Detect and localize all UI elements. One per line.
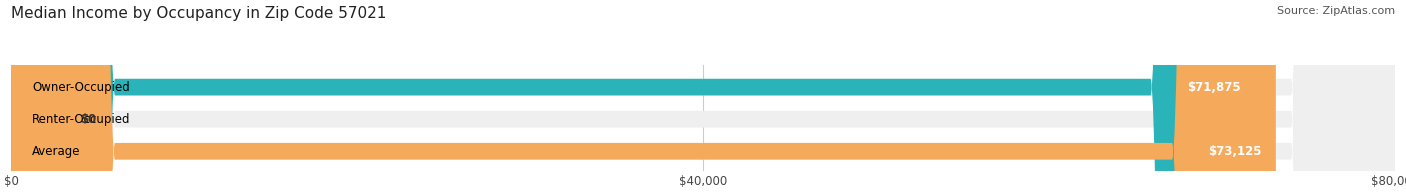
Text: Average: Average	[32, 145, 80, 158]
FancyBboxPatch shape	[11, 0, 1254, 196]
Text: Renter-Occupied: Renter-Occupied	[32, 113, 131, 126]
FancyBboxPatch shape	[11, 0, 1275, 196]
FancyBboxPatch shape	[11, 0, 1395, 196]
FancyBboxPatch shape	[11, 0, 1395, 196]
FancyBboxPatch shape	[11, 0, 1395, 196]
FancyBboxPatch shape	[11, 0, 59, 196]
Text: Owner-Occupied: Owner-Occupied	[32, 81, 129, 94]
Text: Median Income by Occupancy in Zip Code 57021: Median Income by Occupancy in Zip Code 5…	[11, 6, 387, 21]
Text: $71,875: $71,875	[1187, 81, 1240, 94]
Text: $73,125: $73,125	[1209, 145, 1263, 158]
Text: Source: ZipAtlas.com: Source: ZipAtlas.com	[1277, 6, 1395, 16]
Text: $0: $0	[80, 113, 97, 126]
